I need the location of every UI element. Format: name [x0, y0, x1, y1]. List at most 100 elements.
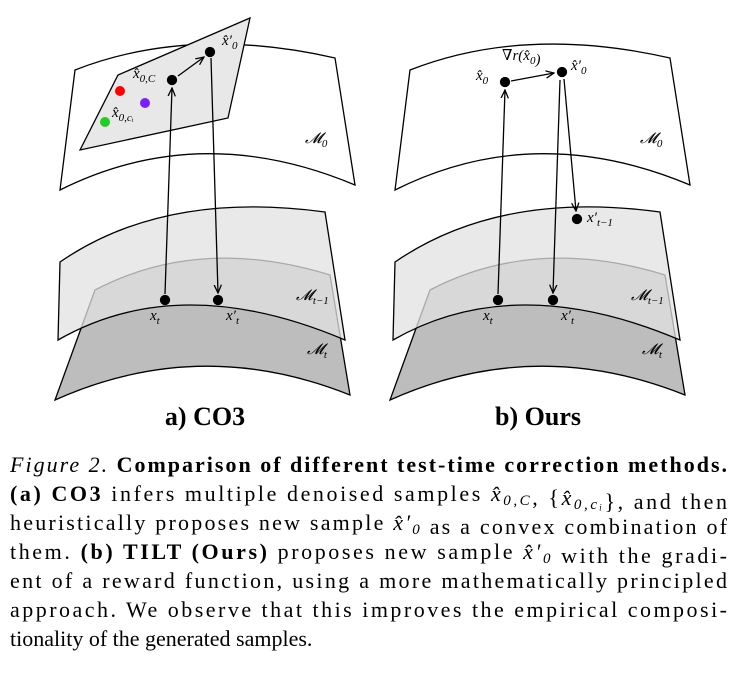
math-base: x̂′ [221, 33, 233, 49]
math-sub: 0 [657, 138, 663, 150]
math-label: x′t [225, 308, 240, 327]
math-base: 𝓜 [305, 131, 327, 147]
math-base: 𝓜 [642, 342, 664, 358]
math-sub: 0,C [503, 493, 530, 509]
arrow [563, 78, 576, 211]
manifold-t-1 [392, 206, 681, 342]
math-label: x′t [560, 308, 575, 327]
math-base: x [149, 308, 157, 324]
arrow [177, 57, 204, 77]
math-base: x̂ [490, 481, 501, 506]
caption-text: (b) TILT (Ours) [81, 539, 267, 564]
caption-text: infers multiple denoised samples [103, 481, 488, 506]
math-label: 𝓜t [307, 342, 329, 361]
math-sub: 0,cᵢ [119, 112, 134, 124]
math-label: 𝓜0 [305, 131, 328, 150]
caption-text: them. [10, 539, 78, 564]
sample-green [100, 117, 110, 127]
panel-title: b) Ours [495, 402, 581, 431]
math-sub: t−1 [313, 295, 329, 307]
caption-text: Figure 2. [9, 452, 107, 477]
math-base: 𝓜 [296, 288, 318, 304]
point [166, 74, 178, 86]
math-sub: 0 [530, 55, 536, 67]
math-base: 𝓜 [631, 288, 653, 304]
arrow [510, 73, 554, 82]
math-base: x̂′ [570, 58, 582, 74]
sample-blue [140, 98, 150, 108]
point [571, 213, 583, 225]
caption-text: Comparison of different test-time correc… [109, 452, 727, 477]
math-label: x̂0 [475, 68, 489, 87]
math-base: 𝓜 [640, 131, 662, 147]
caption-line: Figure 2. Comparison of different test-t… [9, 452, 727, 477]
sample-red [115, 86, 125, 96]
point [556, 66, 568, 78]
math-label: x̂0,C [132, 66, 156, 85]
point [159, 294, 171, 306]
manifold-t-1 [57, 206, 346, 342]
caption-text: (a) CO3 [10, 481, 101, 506]
caption-text: approach. We observe that this improves … [10, 597, 727, 622]
math-sub: t [490, 315, 494, 327]
arrow [164, 88, 172, 295]
point [212, 294, 224, 306]
math-sub: t [324, 349, 328, 361]
math-label: x̂′0 [221, 33, 238, 52]
math-base: x′ [586, 210, 598, 226]
caption-line: (a) CO3 infers multiple denoised samples… [10, 481, 727, 514]
math-sub: 0,C [140, 73, 156, 85]
arrow [553, 79, 561, 293]
math-base: x̂ [111, 105, 119, 121]
math-base: x̂′ [392, 510, 411, 535]
math-tail: ) [534, 52, 540, 68]
panel-a [53, 16, 356, 402]
math-label: 𝓜t−1 [296, 288, 329, 307]
math-base: x̂′ [522, 539, 541, 564]
math-sub: 0,cᵢ [574, 497, 602, 513]
math-sub: t [571, 315, 575, 327]
point [499, 76, 511, 88]
caption-text: , { [532, 485, 559, 510]
math-sub: 0 [232, 40, 238, 52]
math-base: x̂ [561, 485, 572, 510]
math-label: x̂′0 [570, 58, 587, 77]
caption-text: as a convex combination of [422, 514, 728, 539]
arrow [210, 57, 218, 293]
math-base: x′ [560, 308, 572, 324]
math-label: xt [482, 308, 494, 327]
caption-text: ent of a reward function, using a more m… [10, 568, 727, 593]
math-label: ∇r(x̂0) [502, 48, 540, 68]
math-base: x̂ [475, 68, 483, 84]
caption-text: tionality of the generated samples. [10, 626, 312, 651]
math-sub: 0 [322, 138, 328, 150]
caption-text: proposes new sample [270, 539, 521, 564]
math-sub: t [236, 315, 240, 327]
math-sub: 0 [412, 522, 420, 538]
math-label: x′t−1 [586, 210, 613, 229]
math-base: x [482, 308, 490, 324]
math-base: x̂ [132, 66, 140, 82]
caption-text: }, and then [605, 489, 727, 514]
panel-b [388, 43, 691, 402]
math-sub: t−1 [597, 217, 613, 229]
caption-line: them. (b) TILT (Ours) proposes new sampl… [10, 539, 727, 568]
manifold-0 [394, 43, 691, 192]
caption-line: tionality of the generated samples. [10, 626, 312, 651]
math-sub: t−1 [648, 295, 664, 307]
point [204, 46, 216, 58]
math-base: ∇r(x̂ [502, 48, 530, 64]
math-sub: 0 [543, 551, 551, 567]
caption-text: with the gradi- [553, 543, 727, 568]
caption-line: approach. We observe that this improves … [10, 597, 727, 622]
panel-title: a) CO3 [165, 402, 245, 431]
math-base: x′ [225, 308, 237, 324]
math-label: 𝓜0 [640, 131, 663, 150]
math-label: x̂0,cᵢ [111, 105, 134, 124]
arrow [497, 90, 505, 295]
caption-text: heuristically proposes new sample [10, 510, 391, 535]
math-label: 𝓜t−1 [631, 288, 664, 307]
math-sub: 0 [483, 75, 489, 87]
point [492, 294, 504, 306]
math-base: 𝓜 [307, 342, 329, 358]
